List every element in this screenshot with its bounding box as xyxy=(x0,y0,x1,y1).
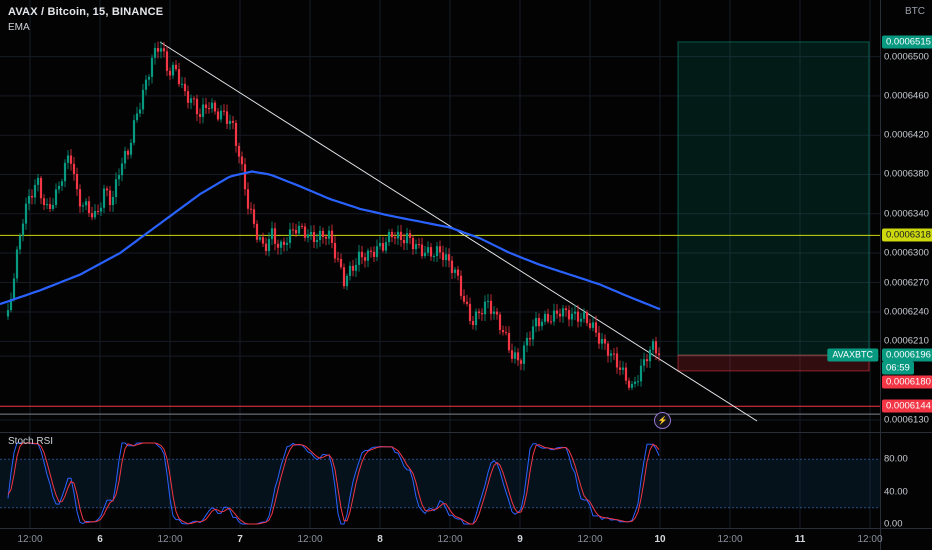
chart-legend: AVAX / Bitcoin, 15, BINANCE EMA xyxy=(8,6,163,33)
stoch-rsi-label[interactable]: Stoch RSI xyxy=(8,436,54,447)
symbol-title[interactable]: AVAX / Bitcoin, 15, BINANCE xyxy=(8,6,164,18)
quote-currency-label[interactable]: BTC xyxy=(905,6,925,17)
lightning-icon[interactable]: ⚡ xyxy=(654,412,671,429)
indicator-label[interactable]: EMA xyxy=(8,22,30,33)
